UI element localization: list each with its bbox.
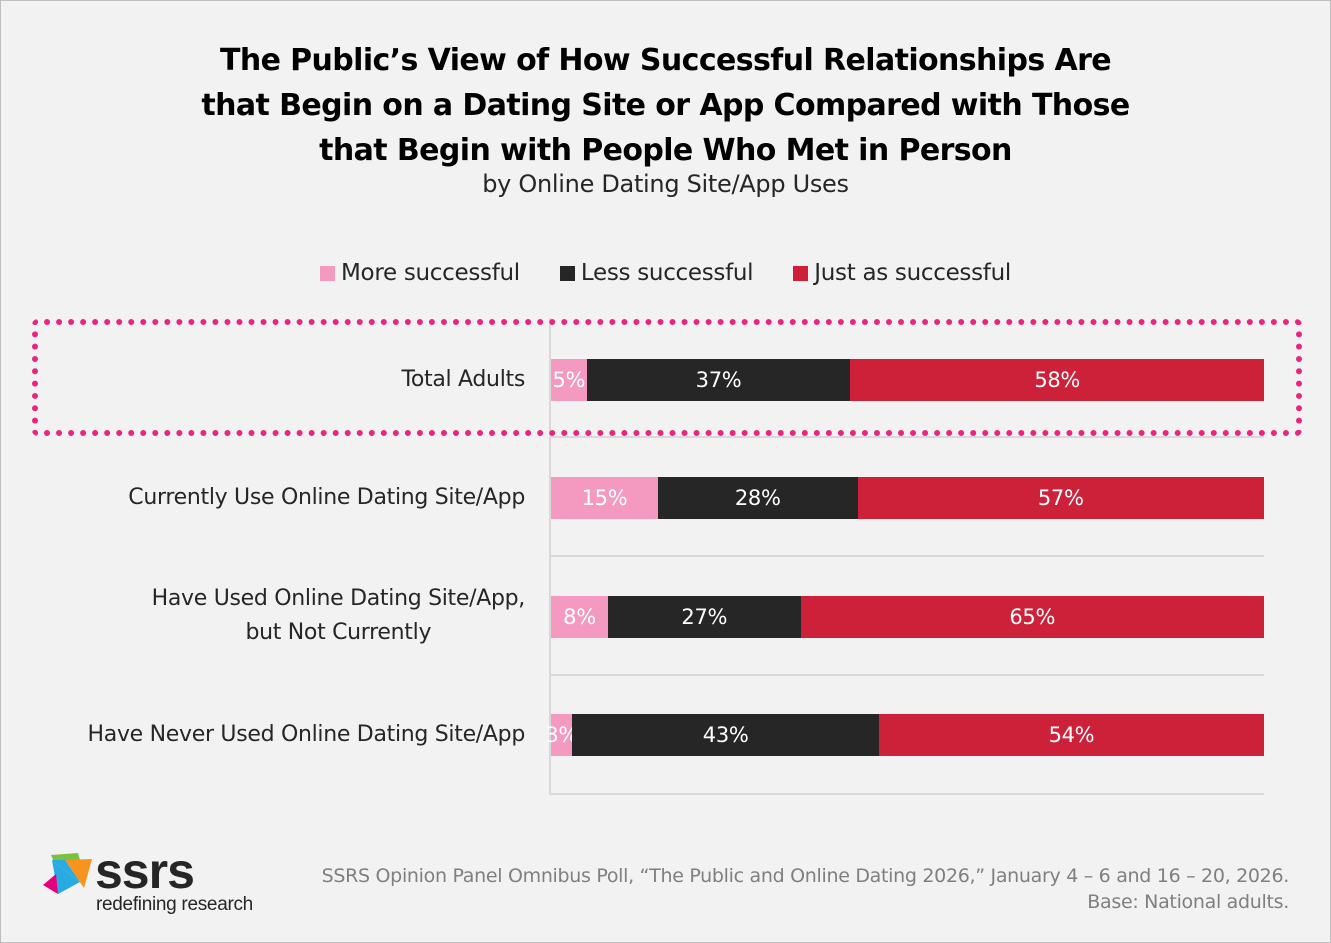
segment-just-as-successful: 57% xyxy=(857,477,1264,519)
segment-just-as-successful: 65% xyxy=(800,596,1264,638)
row-separator xyxy=(550,674,1264,676)
logo-wordmark: ssrs xyxy=(95,843,195,899)
segment-less-successful: 43% xyxy=(572,714,879,756)
segment-more-successful: 3% xyxy=(545,714,578,756)
row-label-never-used: Have Never Used Online Dating Site/App xyxy=(87,722,526,747)
total-adults-highlight-box xyxy=(32,319,1302,436)
bar-never-used: 3% 43% 54% xyxy=(545,714,1264,756)
legend-swatch-less xyxy=(559,265,575,281)
row-label-line: but Not Currently xyxy=(245,620,432,645)
title-line-1: The Public’s View of How Successful Rela… xyxy=(219,43,1112,78)
bar-have-used: 8% 27% 65% xyxy=(551,596,1264,638)
logo-tagline: redefining research xyxy=(96,894,253,915)
legend-swatch-more xyxy=(320,265,336,281)
row-separator xyxy=(550,555,1264,557)
legend-label: Less successful xyxy=(580,260,754,286)
segment-just-as-successful: 58% xyxy=(850,359,1264,401)
title-line-2: that Begin on a Dating Site or App Compa… xyxy=(201,88,1130,123)
segment-more-successful: 15% xyxy=(551,477,658,519)
segment-more-successful: 5% xyxy=(551,359,587,401)
segment-just-as-successful: 54% xyxy=(878,714,1264,756)
row-label-line: Have Used Online Dating Site/App, xyxy=(151,586,526,611)
row-label-have-used: Have Used Online Dating Site/App, but No… xyxy=(151,582,526,650)
legend: More successful Less successful Just as … xyxy=(0,260,1331,286)
chart-title: The Public’s View of How Successful Rela… xyxy=(0,38,1331,173)
bar-currently-use: 15% 28% 57% xyxy=(551,477,1264,519)
legend-item-just: Just as successful xyxy=(793,260,1011,286)
row-label-currently-use: Currently Use Online Dating Site/App xyxy=(128,485,525,510)
legend-item-less: Less successful xyxy=(559,260,754,286)
ssrs-logo: ssrs redefining research xyxy=(40,843,270,920)
segment-less-successful: 28% xyxy=(657,477,858,519)
row-separator xyxy=(550,793,1264,795)
source-note: SSRS Opinion Panel Omnibus Poll, “The Pu… xyxy=(321,863,1290,915)
segment-less-successful: 27% xyxy=(608,596,801,638)
segment-less-successful: 37% xyxy=(586,359,851,401)
chart-subtitle: by Online Dating Site/App Uses xyxy=(482,170,849,198)
source-line-2: Base: National adults. xyxy=(1087,891,1289,913)
legend-label: Just as successful xyxy=(814,260,1011,286)
segment-more-successful: 8% xyxy=(551,596,609,638)
bar-total-adults: 5% 37% 58% xyxy=(551,359,1264,401)
ssrs-logo-mark-icon xyxy=(43,853,92,894)
title-line-3: that Begin with People Who Met in Person xyxy=(319,133,1012,168)
row-separator xyxy=(550,436,1264,438)
legend-swatch-just xyxy=(793,265,809,281)
source-line-1: SSRS Opinion Panel Omnibus Poll, “The Pu… xyxy=(321,865,1290,887)
legend-item-more: More successful xyxy=(320,260,520,286)
row-label-total-adults: Total Adults xyxy=(401,367,525,392)
legend-label: More successful xyxy=(341,260,520,286)
